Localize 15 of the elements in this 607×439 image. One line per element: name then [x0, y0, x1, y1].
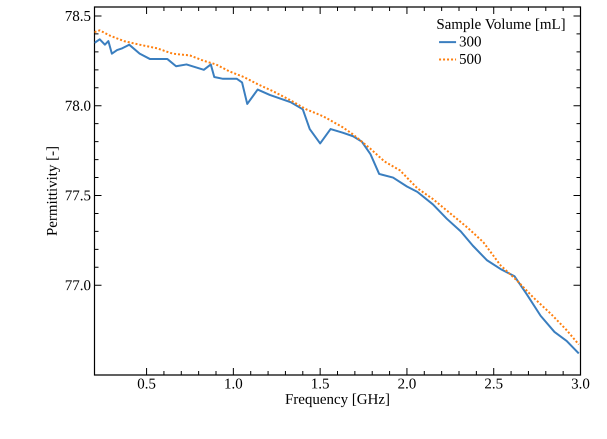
y-tick-label: 78.5: [66, 10, 90, 22]
x-axis-title: Frequency [GHz]: [285, 394, 389, 408]
x-tick-label: 1.0: [225, 378, 242, 389]
x-tick-label: 0.5: [138, 378, 156, 389]
legend-title: Sample Volume [mL]: [437, 18, 564, 32]
x-tick-label: 1.5: [312, 378, 329, 389]
x-tick-label: 3.0: [572, 378, 590, 389]
y-tick-label: 77.0: [66, 280, 90, 290]
legend-label: 300: [460, 36, 481, 46]
x-tick-label: 2.5: [485, 378, 502, 389]
y-axis-title: Permittivity [-]: [46, 147, 60, 236]
x-tick-label: 2.0: [398, 378, 416, 389]
legend-label: 500: [460, 54, 481, 64]
y-tick-label: 77.5: [66, 190, 90, 200]
y-tick-label: 78.0: [66, 100, 90, 111]
